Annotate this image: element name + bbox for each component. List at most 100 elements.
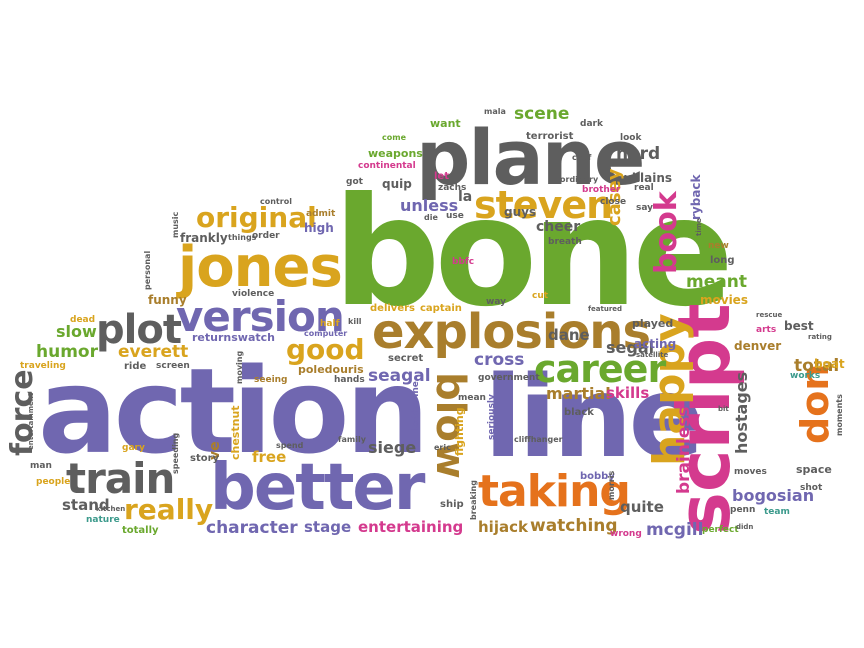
word-fighting: fighting	[453, 407, 466, 456]
word-funny: funny	[148, 293, 187, 307]
word-denver: denver	[734, 339, 782, 353]
word-chestnut: chestnut	[229, 405, 242, 460]
word-slow: slow	[56, 322, 97, 341]
word-movies: movies	[700, 293, 748, 307]
word-close: close	[600, 197, 627, 207]
word-works: works	[790, 371, 821, 381]
word-violence: violence	[232, 289, 275, 299]
word-long: long	[710, 255, 735, 266]
word-family: family	[338, 435, 366, 444]
word-free: free	[252, 448, 287, 466]
word-segal: segal	[606, 338, 655, 357]
word-rating: rating	[808, 333, 832, 341]
word-plot: plot	[96, 307, 182, 353]
word-die: die	[424, 213, 438, 222]
word-secret: secret	[388, 353, 424, 364]
word-cheer: cheer	[536, 219, 581, 235]
word-kitchen: kitchen	[96, 505, 126, 513]
word-man: man	[30, 461, 52, 471]
word-captain: captain	[420, 303, 462, 314]
word-hard: hard	[616, 144, 661, 164]
word-ship: ship	[440, 499, 464, 510]
word-hands: hands	[334, 375, 365, 385]
word-weapons: weapons	[368, 147, 423, 160]
word-satellite: satellite	[636, 351, 669, 359]
word-gary: gary	[122, 443, 145, 453]
word-use: use	[446, 211, 464, 221]
word-perfect: perfect	[702, 525, 739, 535]
word-bogosian: bogosian	[732, 486, 815, 505]
word-seagal: seagal	[368, 366, 431, 386]
word-action: action	[38, 342, 430, 480]
word-really: really	[124, 493, 214, 526]
word-martial: martial	[546, 384, 611, 403]
word-moves: moves	[734, 467, 767, 477]
word-order: order	[252, 231, 280, 241]
word-breath: breath	[548, 237, 582, 247]
word-better: better	[210, 451, 425, 525]
word-come: come	[382, 133, 406, 142]
word-explosions: explosions	[372, 304, 651, 360]
word-everett: everett	[118, 342, 189, 362]
word-government: government	[478, 373, 540, 383]
word-stage: stage	[304, 518, 352, 536]
word-cliffhanger: cliffhanger	[514, 435, 563, 444]
word-villains: villains	[624, 171, 673, 185]
word-featured: featured	[588, 305, 623, 313]
word-unless: unless	[400, 196, 459, 215]
word-bone: bone	[333, 166, 734, 340]
word-ryback: ryback	[689, 174, 703, 220]
word-cut: cut	[532, 291, 549, 301]
word-poledouris: poledouris	[298, 363, 364, 376]
word-moving: moving	[235, 350, 244, 384]
word-siege: siege	[368, 438, 417, 457]
word-moments: moments	[835, 394, 844, 436]
word-dead: dead	[70, 315, 96, 325]
word-spend: spend	[276, 441, 304, 450]
word-seeing: seeing	[254, 375, 288, 385]
word-guys: guys	[504, 205, 537, 219]
word-kill: kill	[348, 317, 362, 326]
word-taking: taking	[478, 466, 631, 517]
word-jones: jones	[178, 235, 343, 300]
word-seriously: seriously	[487, 394, 497, 440]
word-bit: bit	[718, 405, 729, 413]
word-didn: didn	[736, 523, 754, 531]
word-total: total	[794, 356, 840, 376]
word-admit: admit	[306, 209, 336, 219]
word-book: book	[649, 191, 684, 274]
word-totally: totally	[122, 525, 159, 536]
word-dark: dark	[580, 119, 603, 129]
word-brainless: brainless	[674, 406, 694, 494]
word-things: things	[228, 233, 257, 242]
word-continental: continental	[358, 161, 416, 171]
word-character: character	[206, 518, 298, 538]
word-career: career	[534, 347, 666, 391]
word-bobby: bobby	[580, 471, 615, 482]
word-mcgill: mcgill	[646, 520, 704, 540]
word-quip: quip	[382, 177, 412, 191]
word-hijack: hijack	[478, 518, 528, 536]
word-real: real	[634, 183, 654, 193]
word-dane: dane	[548, 326, 590, 344]
word-meant: meant	[686, 272, 747, 292]
word-best: best	[784, 319, 814, 333]
word-ordinary: ordinary	[560, 175, 599, 184]
word-returnswatch: returnswatch	[192, 331, 275, 344]
word-skills: skills	[606, 384, 650, 402]
word-hostages: hostages	[732, 371, 751, 454]
word-traveling: traveling	[20, 361, 66, 371]
word-team: team	[764, 507, 790, 517]
word-people: people	[36, 477, 71, 487]
word-space: space	[796, 463, 832, 476]
word-arts: arts	[756, 325, 777, 335]
word-look: look	[620, 133, 642, 143]
word-screen: screen	[156, 361, 190, 371]
word-mean: mean	[458, 393, 486, 403]
word-katherine: katherine	[411, 381, 421, 430]
word-entertaining: entertaining	[358, 518, 464, 536]
word-train: train	[66, 454, 175, 503]
word-scene: scene	[514, 104, 570, 124]
word-version: version	[176, 292, 345, 341]
